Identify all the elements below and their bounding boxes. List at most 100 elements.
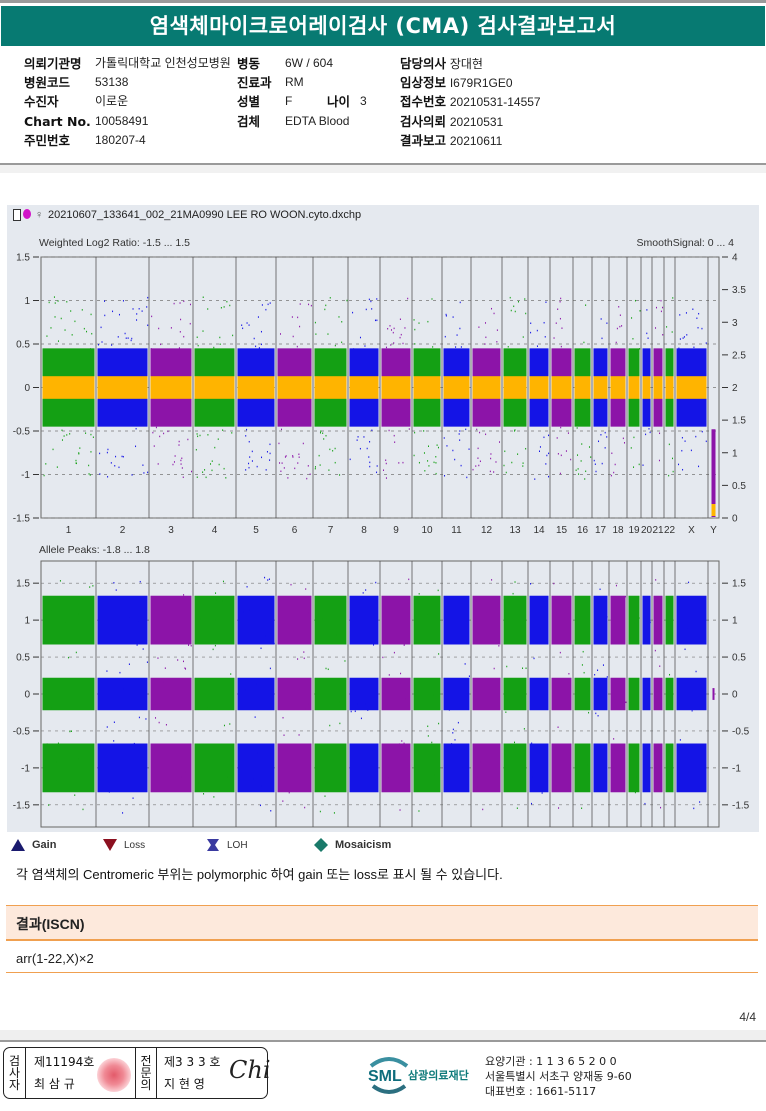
data-point (468, 675, 470, 677)
data-point (99, 744, 101, 747)
data-point (81, 309, 83, 311)
data-point (624, 442, 626, 444)
signature-box: 검 사 자 제11194호 최 삼 규 전 문 의 제3 3 3 호 지 현 영… (3, 1047, 271, 1099)
data-point (298, 453, 300, 456)
data-point (176, 694, 178, 697)
data-point (145, 770, 147, 773)
data-point (660, 310, 662, 313)
chromosome-14-data (529, 583, 549, 805)
org-code: 요양기관 : 1 1 3 6 5 2 0 0 (485, 1055, 617, 1068)
data-point (619, 314, 621, 316)
allele-peak-band (610, 677, 626, 711)
data-point (121, 455, 123, 458)
data-point (460, 346, 462, 348)
data-point (329, 724, 331, 727)
data-point (414, 328, 416, 331)
data-point (123, 688, 125, 690)
chromosome-13-data (503, 296, 527, 474)
data-point (165, 723, 167, 726)
data-point (403, 742, 405, 745)
allele-peak-band (237, 743, 275, 793)
allele-peak-band (413, 743, 441, 793)
data-point (159, 435, 161, 438)
chromosome-5-data (237, 576, 275, 812)
data-point (324, 308, 326, 311)
data-point (505, 696, 507, 698)
data-point (682, 337, 684, 339)
allele-peak-band (551, 743, 572, 793)
data-point (656, 698, 658, 700)
data-point (490, 453, 492, 455)
allele-peak-band (381, 677, 411, 711)
data-point (504, 450, 506, 453)
specialist-license: 제3 3 3 호 (164, 1055, 221, 1069)
chromosome-15-data (551, 297, 572, 475)
data-point (305, 588, 307, 590)
data-point (435, 472, 437, 475)
legend-loh: LOH (205, 838, 248, 852)
data-point (113, 740, 115, 742)
data-point (214, 644, 216, 647)
data-point (352, 311, 354, 314)
data-point (400, 672, 402, 675)
x-tick-label: 18 (612, 525, 624, 536)
allele-peak-band (529, 677, 549, 711)
data-point (290, 583, 292, 586)
data-point (523, 728, 525, 730)
data-point (512, 592, 514, 595)
data-point (240, 705, 242, 708)
data-point (282, 716, 284, 719)
data-point (341, 321, 343, 323)
smooth-signal (551, 376, 572, 399)
data-point (232, 760, 234, 762)
allele-peak-band (593, 743, 608, 793)
data-point (75, 462, 77, 465)
data-point (310, 304, 312, 307)
x-tick-label: 1 (66, 525, 72, 536)
value-clinical-info: I679R1GE0 (449, 76, 513, 90)
allele-peak-band (381, 595, 411, 645)
data-point (332, 760, 334, 763)
separator-band (0, 165, 766, 173)
data-point (51, 760, 53, 763)
y-tick-label: -0.5 (13, 726, 31, 737)
label-ward: 병동 (237, 56, 261, 71)
data-point (153, 445, 155, 447)
data-point (85, 432, 87, 434)
data-point (370, 300, 372, 303)
data-point (374, 319, 376, 322)
data-point (427, 445, 429, 447)
data-point (344, 789, 346, 791)
label-report-date: 결과보고 (400, 133, 447, 148)
data-point (491, 579, 493, 581)
data-point (202, 330, 204, 332)
data-point (634, 299, 636, 302)
data-point (427, 614, 429, 616)
y2-tick-label: 2 (732, 383, 738, 394)
data-point (257, 752, 259, 754)
label-department: 진료과 (237, 75, 272, 90)
data-point (336, 634, 338, 636)
allele-peak-band (443, 595, 470, 645)
data-point (118, 313, 120, 316)
data-point (261, 456, 263, 459)
data-point (46, 743, 48, 745)
data-point (207, 706, 209, 708)
data-point (679, 338, 681, 340)
data-point (297, 316, 299, 319)
data-point (349, 458, 351, 461)
label-request-date: 검사의뢰 (400, 114, 447, 129)
data-point (180, 318, 182, 321)
data-point (534, 478, 536, 480)
x-tick-label: 15 (556, 525, 568, 536)
data-point (408, 428, 410, 430)
data-point (693, 346, 695, 349)
data-point (245, 435, 247, 437)
allele-peak-band (551, 677, 572, 711)
data-point (308, 303, 310, 306)
data-point (540, 628, 542, 630)
y-tick-label: 0 (24, 690, 30, 701)
data-point (345, 605, 347, 608)
data-point (585, 304, 587, 306)
data-point (660, 299, 662, 302)
